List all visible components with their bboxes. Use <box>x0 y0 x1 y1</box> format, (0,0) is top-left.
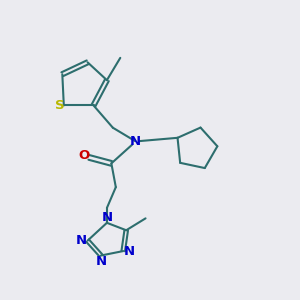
Text: N: N <box>76 234 87 247</box>
Text: N: N <box>101 211 112 224</box>
Text: N: N <box>124 244 135 258</box>
Text: O: O <box>78 149 89 162</box>
Text: N: N <box>130 135 141 148</box>
Text: S: S <box>56 99 65 112</box>
Text: N: N <box>95 255 106 268</box>
